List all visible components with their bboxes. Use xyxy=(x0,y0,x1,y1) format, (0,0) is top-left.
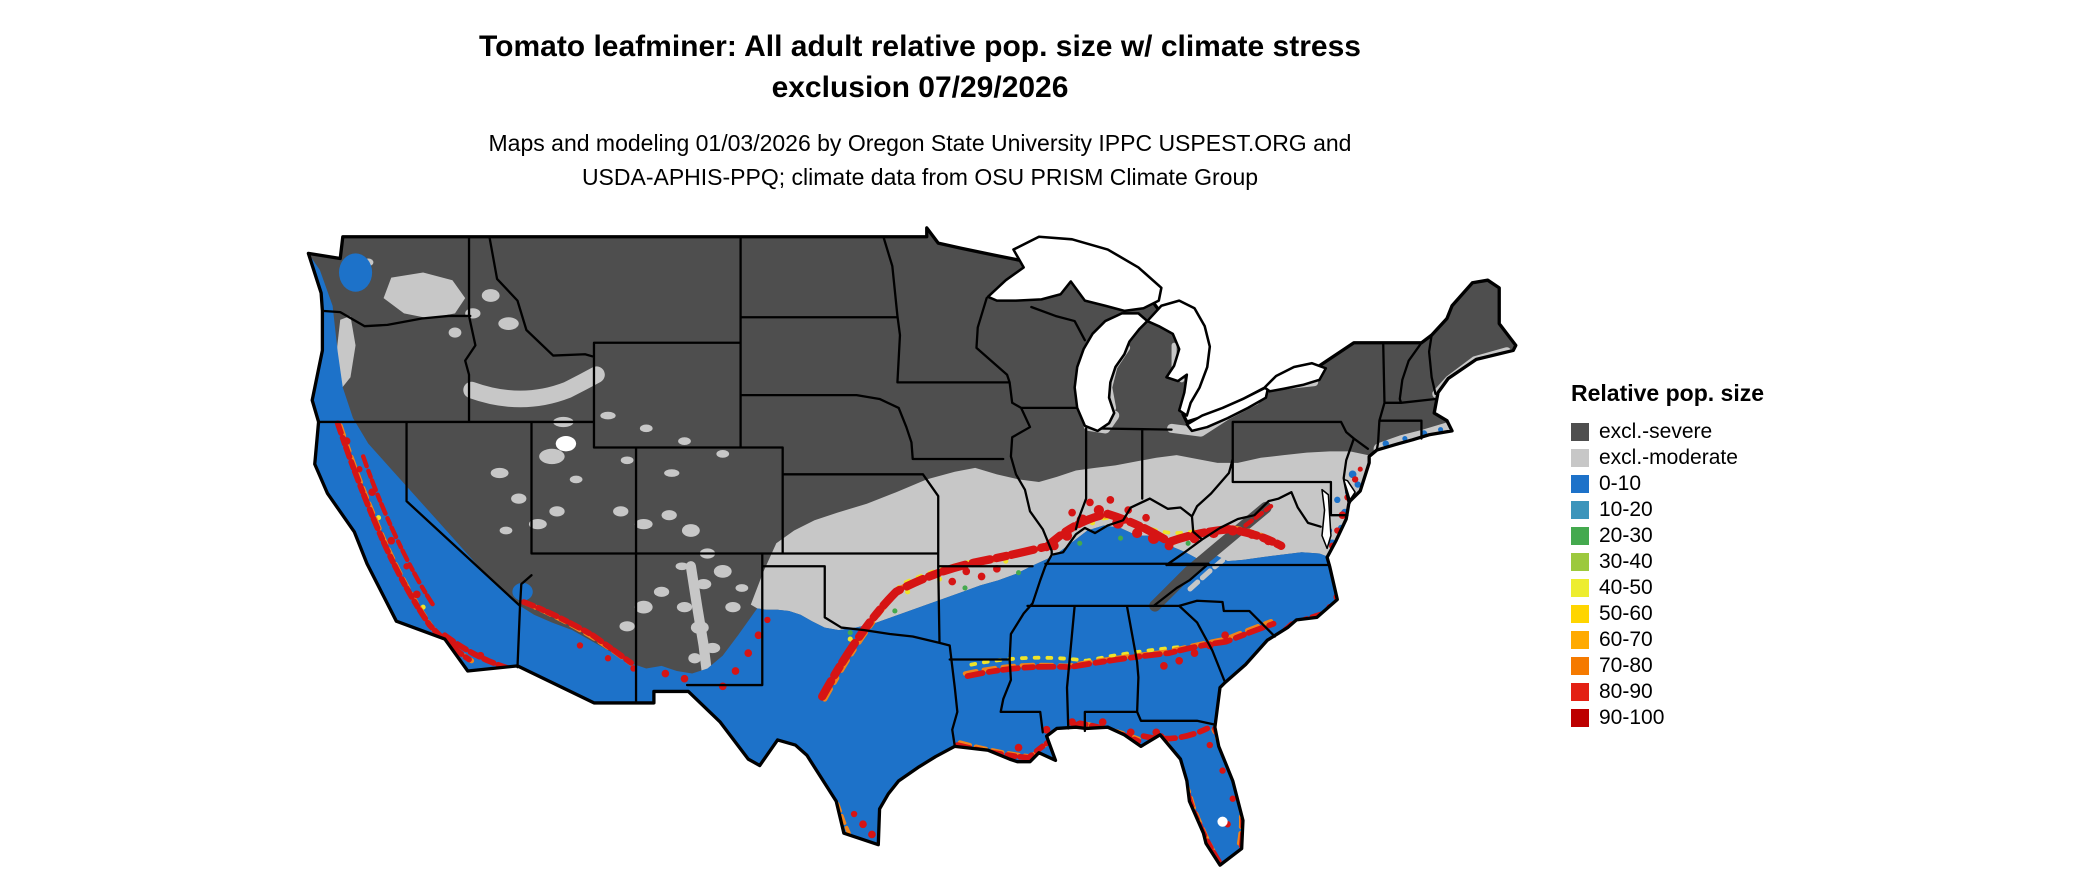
legend-label: excl.-moderate xyxy=(1599,446,1738,469)
lakes-layer xyxy=(555,235,1356,827)
legend: Relative pop. size excl.-severe excl.-mod… xyxy=(1571,380,1764,731)
legend-label: 80-90 xyxy=(1599,680,1653,703)
legend-swatch xyxy=(1571,449,1589,467)
legend-swatch xyxy=(1571,475,1589,493)
great-salt-lake xyxy=(555,436,577,452)
legend-label: 50-60 xyxy=(1599,602,1653,625)
legend-swatch xyxy=(1571,709,1589,727)
legend-item: 90-100 xyxy=(1571,705,1764,731)
legend-label: 0-10 xyxy=(1599,472,1642,495)
lake-superior xyxy=(986,235,1163,313)
us-map xyxy=(302,224,1526,883)
page-subtitle: Maps and modeling 01/03/2026 by Oregon S… xyxy=(0,126,1840,194)
legend-title: Relative pop. size xyxy=(1571,380,1765,406)
lake-michigan xyxy=(1073,312,1149,433)
legend-item: 50-60 xyxy=(1571,601,1764,627)
legend-label: 70-80 xyxy=(1599,654,1653,677)
legend-item: 40-50 xyxy=(1571,575,1764,601)
legend-items: excl.-severe excl.-moderate 0-10 10-20 20-30… xyxy=(1571,419,1764,731)
legend-label: 10-20 xyxy=(1599,498,1653,521)
legend-label: 20-30 xyxy=(1599,524,1653,547)
subtitle-line-1: Maps and modeling 01/03/2026 by Oregon S… xyxy=(488,130,1352,156)
subtitle-line-2: USDA-APHIS-PPQ; climate data from OSU PR… xyxy=(581,164,1259,190)
lake-okeechobee xyxy=(1217,816,1228,827)
legend-swatch xyxy=(1571,631,1589,649)
legend-swatch xyxy=(1571,657,1589,675)
lake-ontario xyxy=(1263,361,1328,393)
legend-item: 30-40 xyxy=(1571,549,1764,575)
legend-swatch xyxy=(1571,501,1589,519)
legend-label: 40-50 xyxy=(1599,576,1653,599)
legend-item: excl.-moderate xyxy=(1571,445,1764,471)
legend-item: excl.-severe xyxy=(1571,419,1764,445)
legend-swatch xyxy=(1571,683,1589,701)
title-line-2: exclusion 07/29/2026 xyxy=(771,71,1069,104)
legend-item: 70-80 xyxy=(1571,653,1764,679)
legend-swatch xyxy=(1571,579,1589,597)
legend-item: 60-70 xyxy=(1571,627,1764,653)
legend-item: 20-30 xyxy=(1571,523,1764,549)
lake-huron xyxy=(1146,299,1212,417)
legend-label: 30-40 xyxy=(1599,550,1653,573)
appalachian-moderate-layer xyxy=(1184,515,1277,595)
legend-item: 80-90 xyxy=(1571,679,1764,705)
legend-label: excl.-severe xyxy=(1599,420,1713,443)
conus-svg xyxy=(306,226,1518,867)
pop-low-areas-layer xyxy=(308,253,1444,866)
legend-label: 90-100 xyxy=(1599,706,1665,729)
delaware-bay xyxy=(1342,478,1356,501)
page-title: Tomato leafminer: All adult relative pop… xyxy=(0,26,1840,108)
state-borders xyxy=(317,235,1437,748)
lake-erie xyxy=(1185,384,1270,433)
legend-swatch xyxy=(1571,527,1589,545)
legend-item: 0-10 xyxy=(1571,471,1764,497)
pop-mid-green-dots-layer xyxy=(847,535,1191,636)
title-line-1: Tomato leafminer: All adult relative pop… xyxy=(479,30,1361,63)
legend-swatch xyxy=(1571,423,1589,441)
legend-swatch xyxy=(1571,605,1589,623)
legend-label: 60-70 xyxy=(1599,628,1653,651)
legend-item: 10-20 xyxy=(1571,497,1764,523)
chesapeake-bay xyxy=(1321,488,1332,550)
legend-swatch xyxy=(1571,553,1589,571)
